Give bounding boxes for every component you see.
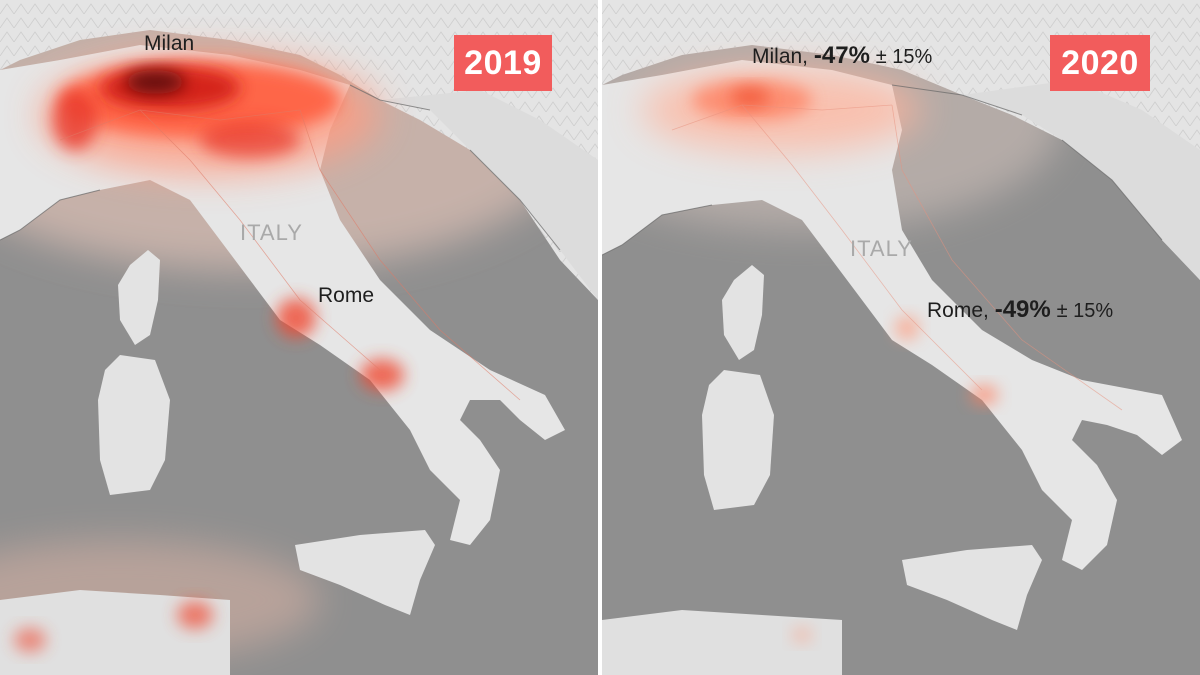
city-label-milan: Milan, -47% ± 15%: [752, 42, 932, 70]
sicily: [902, 545, 1042, 630]
country-label: ITALY: [240, 220, 303, 245]
sicily: [295, 530, 435, 615]
city-name: Rome,: [927, 299, 989, 322]
map-panel-2019: 2019 ITALY Milan Rome: [0, 0, 598, 675]
no2-map-2019: [0, 0, 598, 675]
corsica: [722, 265, 764, 360]
italy-peninsula: [602, 60, 1182, 570]
change-value: -47%: [813, 42, 870, 69]
no2-map-2020: [602, 0, 1200, 675]
uncertainty-value: ± 15%: [875, 46, 933, 68]
change-value: -49%: [994, 296, 1051, 323]
no2-emission-plume-2020: [642, 68, 998, 643]
no2-emission-plume-2019: [14, 55, 404, 652]
city-name: Milan: [144, 32, 195, 55]
north-africa: [602, 610, 842, 675]
city-label-rome: Rome: [318, 284, 374, 308]
city-name: Rome: [318, 284, 375, 307]
city-label-milan: Milan: [144, 32, 194, 56]
panel-divider: [598, 0, 602, 675]
year-badge: 2020: [1050, 35, 1150, 91]
city-name: Milan,: [752, 45, 809, 68]
sardinia: [98, 355, 170, 495]
year-badge: 2019: [454, 35, 552, 91]
city-label-rome: Rome, -49% ± 15%: [927, 296, 1113, 324]
sardinia: [702, 370, 774, 510]
north-africa: [0, 590, 230, 675]
italy-peninsula: [0, 45, 565, 545]
map-panel-2020: 2020 ITALY Milan, -47% ± 15% Rome, -49% …: [602, 0, 1200, 675]
corsica: [118, 250, 160, 345]
country-label: ITALY: [850, 236, 913, 261]
uncertainty-value: ± 15%: [1056, 300, 1114, 322]
